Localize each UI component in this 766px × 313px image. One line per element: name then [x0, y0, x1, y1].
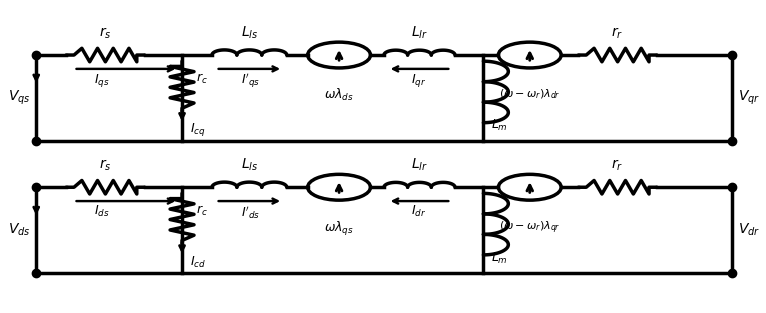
Text: $V_{ds}$: $V_{ds}$ — [8, 222, 30, 239]
Text: $I_{qs}$: $I_{qs}$ — [94, 72, 110, 89]
Text: $(\omega-\omega_r)\lambda_{dr}$: $(\omega-\omega_r)\lambda_{dr}$ — [499, 87, 561, 101]
Text: $r_s$: $r_s$ — [100, 26, 112, 41]
Text: $I_{cd}$: $I_{cd}$ — [189, 255, 205, 270]
Text: $V_{qs}$: $V_{qs}$ — [8, 89, 30, 107]
Text: $I_{dr}$: $I_{dr}$ — [411, 204, 427, 219]
Text: $L_{ls}$: $L_{ls}$ — [241, 157, 258, 173]
Text: $(\omega-\omega_r)\lambda_{qr}$: $(\omega-\omega_r)\lambda_{qr}$ — [499, 219, 561, 236]
Text: $I_{cq}$: $I_{cq}$ — [189, 121, 205, 138]
Text: $r_c$: $r_c$ — [195, 72, 208, 86]
Text: $r_c$: $r_c$ — [195, 204, 208, 218]
Text: $I'_{qs}$: $I'_{qs}$ — [241, 72, 260, 90]
Text: $L_{ls}$: $L_{ls}$ — [241, 25, 258, 41]
Text: $L_{lr}$: $L_{lr}$ — [411, 157, 427, 173]
Text: $I'_{ds}$: $I'_{ds}$ — [241, 204, 260, 221]
Text: $\omega\lambda_{qs}$: $\omega\lambda_{qs}$ — [324, 219, 354, 238]
Text: $V_{qr}$: $V_{qr}$ — [738, 89, 760, 107]
Text: $r_r$: $r_r$ — [611, 158, 624, 173]
Text: $V_{dr}$: $V_{dr}$ — [738, 222, 760, 239]
Text: $I_{ds}$: $I_{ds}$ — [94, 204, 110, 219]
Text: $I_{qr}$: $I_{qr}$ — [411, 72, 427, 89]
Text: $r_s$: $r_s$ — [100, 158, 112, 173]
Text: $L_m$: $L_m$ — [491, 118, 508, 133]
Text: $L_{lr}$: $L_{lr}$ — [411, 25, 427, 41]
Text: $L_m$: $L_m$ — [491, 250, 508, 266]
Text: $\omega\lambda_{ds}$: $\omega\lambda_{ds}$ — [324, 87, 354, 103]
Text: $r_r$: $r_r$ — [611, 26, 624, 41]
